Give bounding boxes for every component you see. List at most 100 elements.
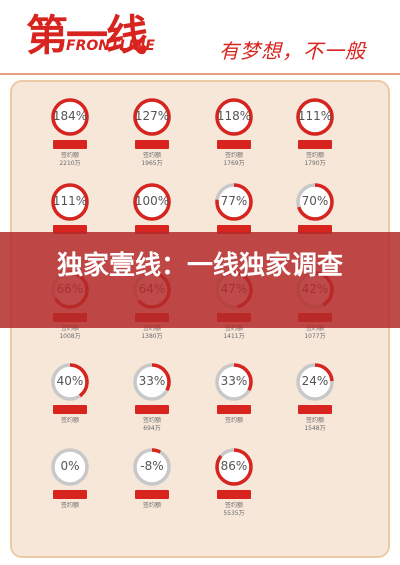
sales-caption-label: 签约额 [305, 325, 324, 332]
sales-caption: 签约额 [121, 502, 183, 510]
sales-caption-value: 5535万 [223, 510, 245, 517]
header: 第一线 FRONTLINE 有梦想，不一般 [0, 0, 400, 78]
sales-caption: 签约额 694万 [121, 417, 183, 433]
stat-card: 33% 签约额 694万 [121, 360, 197, 436]
sales-caption-value: 1077万 [304, 333, 326, 340]
sales-caption-label: 签约额 [224, 325, 243, 332]
sales-caption-value: 1790万 [304, 160, 326, 167]
sales-caption: 签约额 1965万 [121, 152, 183, 168]
ring-fill [133, 363, 171, 401]
progress-ring [51, 448, 89, 486]
stat-card: 0% 签约额 [39, 445, 115, 521]
sales-caption-label: 签约额 [60, 325, 79, 332]
sales-caption: 签约额 1380万 [121, 325, 183, 341]
ring-fill [215, 448, 253, 486]
percent-label: 77% [220, 194, 248, 208]
stat-card: 111% [39, 180, 115, 256]
progress-ring [215, 448, 253, 486]
progress-ring [51, 363, 89, 401]
progress-ring [296, 98, 334, 136]
stat-card: -8% 签约额 [121, 445, 197, 521]
sales-caption: 签约额 [39, 417, 101, 425]
banner-title: 独家壹线：一线独家调查 [56, 251, 343, 281]
stat-card: 118% 签约额 1769万 [203, 95, 279, 171]
sales-caption: 签约额 1769万 [203, 152, 265, 168]
progress-ring [133, 183, 171, 221]
slogan: 有梦想，不一般 [219, 39, 366, 63]
sales-caption-value: 694万 [143, 425, 161, 432]
ring-fill [51, 363, 89, 401]
percent-label: 70% [301, 194, 329, 208]
ring-fill [296, 363, 334, 401]
ring-fill [133, 98, 171, 136]
company-tag [53, 405, 87, 414]
sales-caption: 签约额 [39, 502, 101, 510]
sales-caption: 签约额 1548万 [284, 417, 346, 433]
ring-fill [215, 183, 253, 221]
ring-fill [51, 98, 89, 136]
company-tag [53, 140, 87, 149]
sales-caption-label: 签约额 [142, 325, 161, 332]
sales-caption: 签约额 1411万 [203, 325, 265, 341]
company-tag [298, 140, 332, 149]
stat-card: 86% 签约额 5535万 [203, 445, 279, 521]
company-tag [217, 225, 251, 234]
stat-card: 40% 签约额 [39, 360, 115, 436]
sales-caption-label: 签约额 [142, 502, 161, 509]
percent-label: 184% [52, 109, 88, 123]
company-tag [135, 225, 169, 234]
stat-card: 70% [284, 180, 360, 256]
sales-caption-label: 签约额 [142, 417, 161, 424]
ring-fill [296, 98, 334, 136]
progress-ring [51, 183, 89, 221]
percent-label: 33% [220, 374, 248, 388]
sales-caption-value: 1411万 [223, 333, 245, 340]
ring-fill [215, 98, 253, 136]
sales-caption: 签约额 [203, 417, 265, 425]
sales-caption-label: 签约额 [60, 152, 79, 159]
stat-card: 33% 签约额 [203, 360, 279, 436]
sales-caption-label: 签约额 [60, 417, 79, 424]
percent-label: 33% [138, 374, 166, 388]
sales-caption-value: 1008万 [59, 333, 81, 340]
stat-card: 24% 签约额 1548万 [284, 360, 360, 436]
sales-caption-value: 1965万 [141, 160, 163, 167]
stat-card: 100% [121, 180, 197, 256]
sales-caption-label: 签约额 [224, 417, 243, 424]
company-tag [53, 490, 87, 499]
sales-caption: 签约额 1008万 [39, 325, 101, 341]
percent-label: 118% [216, 109, 252, 123]
sales-caption-label: 签约额 [224, 502, 243, 509]
ring-track [51, 448, 89, 486]
progress-ring [296, 363, 334, 401]
company-tag [135, 140, 169, 149]
sales-caption-value: 1769万 [223, 160, 245, 167]
ring-fill [51, 183, 89, 221]
percent-label: 0% [60, 459, 80, 473]
logo-english: FRONTLINE [66, 38, 155, 54]
sales-caption-label: 签约额 [142, 152, 161, 159]
progress-ring [296, 183, 334, 221]
sales-caption-label: 签约额 [305, 152, 324, 159]
progress-ring [215, 98, 253, 136]
sales-caption-value: 1548万 [304, 425, 326, 432]
percent-label: 111% [52, 194, 88, 208]
sales-caption-label: 签约额 [224, 152, 243, 159]
ring-fill [133, 183, 171, 221]
progress-ring [51, 98, 89, 136]
sales-caption: 签约额 1077万 [284, 325, 346, 341]
percent-label: 24% [301, 374, 329, 388]
sales-caption-value: 1380万 [141, 333, 163, 340]
percent-label: -8% [140, 459, 164, 473]
ring-fill [296, 183, 334, 221]
stat-card: 111% 签约额 1790万 [284, 95, 360, 171]
company-tag [217, 405, 251, 414]
sales-caption-value: 2210万 [59, 160, 81, 167]
company-tag [217, 140, 251, 149]
percent-label: 127% [134, 109, 170, 123]
progress-ring [215, 183, 253, 221]
sales-caption-label: 签约额 [60, 502, 79, 509]
title-banner [0, 232, 400, 328]
percent-label: 100% [134, 194, 170, 208]
sales-caption-label: 签约额 [305, 417, 324, 424]
